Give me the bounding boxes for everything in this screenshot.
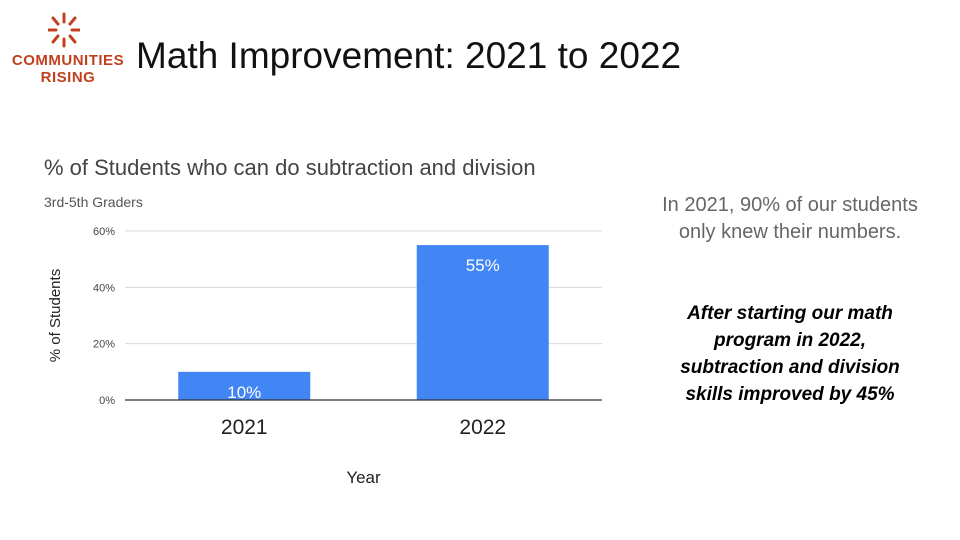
y-tick-label: 40% (93, 282, 115, 294)
bar-value-label: 10% (227, 383, 261, 402)
y-tick-label: 60% (93, 226, 115, 238)
x-axis-title: Year (346, 468, 381, 487)
x-tick-label: 2022 (459, 416, 506, 439)
bar (416, 245, 549, 400)
brand-line-1: COMMUNITIES (11, 52, 125, 69)
brand-line-2: RISING (40, 69, 96, 86)
y-axis-title: % of Students (47, 269, 64, 362)
x-tick-label: 2021 (221, 416, 268, 439)
bar (178, 371, 311, 400)
y-tick-label: 20% (93, 339, 115, 351)
chart-title: % of Students who can do subtraction and… (44, 155, 536, 180)
sunburst-icon (48, 12, 80, 48)
brand-logo: COMMUNITIES RISING (8, 12, 124, 92)
bar-value-label: 55% (466, 256, 500, 275)
chart-subtitle: 3rd-5th Graders (44, 194, 143, 210)
brand-name: COMMUNITIES RISING (8, 52, 128, 86)
page-title: Math Improvement: 2021 to 2022 (136, 35, 682, 76)
y-tick-label: 0% (99, 395, 115, 407)
context-note: In 2021, 90% of our students only knew t… (662, 194, 918, 243)
result-highlight: After starting our math program in 2022,… (680, 303, 900, 405)
